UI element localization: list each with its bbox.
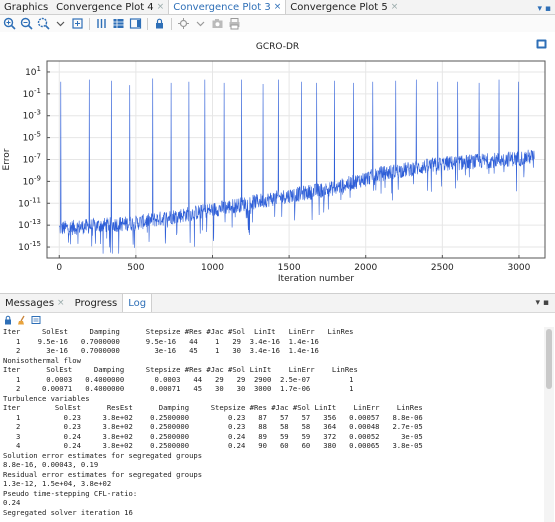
tab-progress[interactable]: Progress <box>70 294 123 312</box>
y-tick-label: 10-9 <box>23 174 41 187</box>
log-line: 3 0.24 3.8e+02 0.2500000 0.24 89 59 59 3… <box>3 431 423 441</box>
lock-icon[interactable] <box>3 315 13 325</box>
y-tick-exponent: -5 <box>34 131 41 139</box>
toolbar-divider <box>89 17 90 30</box>
x-tick-label: 0 <box>56 263 62 273</box>
tab-label: Convergence Plot 4 <box>56 1 154 13</box>
panel-menu-icon[interactable]: ▾ ▪ <box>535 298 549 308</box>
close-icon[interactable]: × <box>57 297 65 308</box>
log-line: 1 9.5e-16 0.7000000 9.5e-16 44 1 29 3.4e… <box>3 336 319 346</box>
log-line: Iter SolEst ResEst Damping Stepsize #Res… <box>3 403 423 412</box>
toolbar-divider <box>147 17 148 30</box>
y-tick-label: 10-1 <box>23 87 41 100</box>
tab-messages[interactable]: Messages × <box>0 294 70 312</box>
log-line: 4 0.24 3.8e+02 0.2500000 0.24 90 60 60 3… <box>3 441 423 450</box>
log-line: Solution error estimates for segregated … <box>3 450 203 460</box>
grid-icon[interactable] <box>94 16 109 31</box>
tab-graphics[interactable]: Graphics <box>0 0 52 14</box>
log-line: Iter SolEst Damping Stepsize #Res #Jac #… <box>3 327 354 336</box>
log-output[interactable]: Iter SolEst Damping Stepsize #Res #Jac #… <box>0 327 543 522</box>
tab-label: Convergence Plot 3 <box>173 1 271 13</box>
y-tick-exponent: -3 <box>34 109 41 117</box>
y-tick-exponent: -9 <box>34 174 41 182</box>
log-line: 0.24 <box>3 498 21 507</box>
x-tick-label: 3000 <box>507 263 530 273</box>
y-tick-exponent: -13 <box>30 218 41 226</box>
convergence-chart[interactable]: 101 10-1 10-3 10-5 10-7 10-9 10-11 10-13 10-15 0 5… <box>0 32 555 290</box>
zoom-in-icon[interactable] <box>2 16 17 31</box>
close-icon[interactable]: × <box>390 1 399 12</box>
y-tick-label: 101 <box>25 65 41 78</box>
y-tick-label: 10-3 <box>23 109 41 122</box>
tab-convergence-plot-4[interactable]: Convergence Plot 4 × <box>52 0 168 14</box>
y-tick-label: 10-7 <box>23 153 41 166</box>
y-tick-exponent: -11 <box>30 196 41 204</box>
y-tick-label: 10-5 <box>23 131 41 144</box>
zoom-box-icon[interactable] <box>36 16 51 31</box>
log-line: 1 0.23 3.8e+02 0.2500000 0.23 87 57 57 3… <box>3 412 423 422</box>
y-tick-label: 10-11 <box>18 196 41 209</box>
y-tick-exponent: 1 <box>37 65 41 73</box>
plot-title: GCRO-DR <box>255 42 300 52</box>
log-line: 1 0.0003 0.4000000 0.0003 44 29 29 2900 … <box>3 374 354 384</box>
lock-icon[interactable] <box>152 16 167 31</box>
scene-light-icon[interactable] <box>176 16 191 31</box>
y-tick-label: 10-13 <box>18 218 41 231</box>
tab-label: Log <box>128 297 147 309</box>
tab-label: Graphics <box>4 1 49 13</box>
y-tick-exponent: -1 <box>34 87 41 95</box>
log-line: 2 3e-16 0.7000000 3e-16 45 1 30 3.4e-16 … <box>3 346 319 355</box>
image-snapshot-icon[interactable] <box>210 16 225 31</box>
tab-convergence-plot-5[interactable]: Convergence Plot 5 × <box>286 0 402 14</box>
x-tick-label: 2000 <box>354 263 377 273</box>
tab-log[interactable]: Log <box>122 294 153 312</box>
y-tick-exponent: -7 <box>34 153 41 161</box>
y-tick-label: 10-15 <box>18 240 41 253</box>
log-line: Nonisothermal flow <box>3 355 81 365</box>
series-line <box>59 78 535 254</box>
scrollbar-thumb[interactable] <box>546 329 552 389</box>
x-tick-label: 1000 <box>201 263 224 273</box>
tab-convergence-plot-3[interactable]: Convergence Plot 3 × <box>168 0 287 14</box>
chevron-down-icon[interactable] <box>193 16 208 31</box>
zoom-extents-icon[interactable] <box>70 16 85 31</box>
log-line: Pseudo time-stepping CFL-ratio: <box>3 488 138 498</box>
log-toolbar <box>0 312 555 327</box>
toolbar-divider <box>171 17 172 30</box>
legend-icon[interactable] <box>128 16 143 31</box>
tab-label: Messages <box>5 297 55 309</box>
plot-toolbar <box>0 15 555 32</box>
table-icon[interactable] <box>111 16 126 31</box>
log-line: Segregated solver iteration 16 <box>3 507 133 517</box>
log-line: 1.3e-12, 1.5e+04, 3.8e+02 <box>3 479 112 488</box>
x-axis-label: Iteration number <box>278 274 354 284</box>
tab-label: Progress <box>74 297 118 309</box>
x-tick-label: 500 <box>127 263 144 273</box>
y-tick-exponent: -15 <box>30 240 41 248</box>
log-line: 2 0.00071 0.4000000 0.00071 45 30 30 300… <box>3 384 354 393</box>
log-line: 2 0.23 3.8e+02 0.2500000 0.23 88 58 58 3… <box>3 422 423 431</box>
tab-menu-icon[interactable]: ▾ ▪ <box>537 4 551 14</box>
y-axis-label: Error <box>2 148 12 170</box>
plot-panel[interactable]: GCRO-DR 101 10-1 10-3 10-5 10-7 10-9 10-11 10-1… <box>0 32 555 290</box>
chevron-down-icon[interactable] <box>53 16 68 31</box>
x-tick-label: 2500 <box>431 263 454 273</box>
broom-icon[interactable] <box>17 315 27 325</box>
export-icon[interactable] <box>536 39 547 49</box>
print-icon[interactable] <box>227 16 242 31</box>
zoom-out-icon[interactable] <box>19 16 34 31</box>
log-line: 8.8e-16, 0.00043, 0.19 <box>3 460 99 469</box>
scroll-lock-icon[interactable] <box>31 315 41 325</box>
log-line: Iter SolEst Damping Stepsize #Res #Jac #… <box>3 365 358 374</box>
x-tick-label: 1500 <box>278 263 301 273</box>
close-icon[interactable]: × <box>156 1 165 12</box>
close-icon[interactable]: × <box>273 1 282 12</box>
log-scrollbar[interactable] <box>544 327 554 522</box>
log-line: Turbulence variables <box>3 393 90 403</box>
log-line: Residual error estimates for segregated … <box>3 469 203 479</box>
tab-label: Convergence Plot 5 <box>290 1 388 13</box>
editor-tab-bar: Graphics Convergence Plot 4 × Convergence… <box>0 0 555 15</box>
messages-tab-bar: Messages × Progress Log ▾ ▪ <box>0 293 555 313</box>
